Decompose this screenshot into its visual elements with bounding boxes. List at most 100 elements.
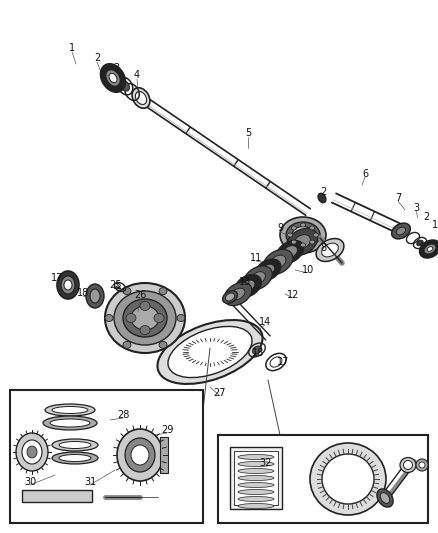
Ellipse shape <box>255 259 281 281</box>
Ellipse shape <box>291 240 297 244</box>
Text: 32: 32 <box>259 458 271 468</box>
Ellipse shape <box>241 280 255 292</box>
Ellipse shape <box>159 288 167 295</box>
Ellipse shape <box>291 226 297 230</box>
Ellipse shape <box>132 88 150 108</box>
Ellipse shape <box>120 81 130 91</box>
Ellipse shape <box>400 457 416 472</box>
Ellipse shape <box>377 489 393 507</box>
Text: 17: 17 <box>51 273 63 283</box>
Ellipse shape <box>131 306 159 330</box>
Ellipse shape <box>270 357 282 367</box>
Ellipse shape <box>50 419 90 427</box>
Ellipse shape <box>238 475 274 481</box>
Ellipse shape <box>135 92 147 104</box>
Ellipse shape <box>16 433 48 471</box>
Ellipse shape <box>293 235 311 249</box>
Ellipse shape <box>131 445 149 465</box>
Ellipse shape <box>27 446 37 458</box>
Ellipse shape <box>223 290 237 303</box>
Ellipse shape <box>310 443 386 515</box>
Ellipse shape <box>105 314 113 321</box>
Text: 17: 17 <box>277 357 289 367</box>
Text: 7: 7 <box>395 193 401 203</box>
Text: 2: 2 <box>320 187 326 197</box>
Ellipse shape <box>261 264 275 276</box>
Ellipse shape <box>244 266 272 290</box>
Ellipse shape <box>105 283 185 353</box>
Ellipse shape <box>52 439 98 451</box>
Text: 5: 5 <box>245 128 251 138</box>
Text: 30: 30 <box>24 477 36 487</box>
Ellipse shape <box>159 341 167 349</box>
Ellipse shape <box>64 280 72 290</box>
Text: 10: 10 <box>302 265 314 275</box>
Ellipse shape <box>52 452 98 464</box>
Ellipse shape <box>59 455 91 462</box>
Ellipse shape <box>106 70 120 86</box>
Ellipse shape <box>286 229 318 256</box>
Ellipse shape <box>419 462 425 468</box>
Bar <box>160 437 168 473</box>
Ellipse shape <box>43 416 97 430</box>
Text: 4: 4 <box>134 70 140 80</box>
Text: 12: 12 <box>287 290 299 300</box>
Text: 6: 6 <box>362 169 368 179</box>
Ellipse shape <box>123 341 131 349</box>
Ellipse shape <box>283 246 297 259</box>
Ellipse shape <box>286 222 320 248</box>
Ellipse shape <box>427 247 433 251</box>
Ellipse shape <box>123 288 131 295</box>
Text: 1: 1 <box>432 220 438 230</box>
Ellipse shape <box>252 346 261 354</box>
Text: 27: 27 <box>214 388 226 398</box>
Ellipse shape <box>238 504 274 508</box>
Text: 25: 25 <box>109 280 121 290</box>
Bar <box>10 390 203 523</box>
Bar <box>234 451 278 505</box>
Ellipse shape <box>403 461 413 470</box>
Ellipse shape <box>416 459 428 471</box>
Text: 29: 29 <box>161 425 173 435</box>
Ellipse shape <box>45 404 95 416</box>
Text: 2: 2 <box>94 53 100 63</box>
Text: 8: 8 <box>320 243 326 253</box>
Ellipse shape <box>231 288 245 300</box>
Text: 1: 1 <box>69 43 75 53</box>
Text: 28: 28 <box>117 410 129 420</box>
Ellipse shape <box>417 240 423 246</box>
Ellipse shape <box>226 293 235 301</box>
Text: 11: 11 <box>250 253 262 263</box>
Ellipse shape <box>238 482 274 488</box>
Ellipse shape <box>276 240 304 264</box>
Ellipse shape <box>310 226 314 230</box>
Text: 14: 14 <box>259 317 271 327</box>
Ellipse shape <box>238 462 274 466</box>
Ellipse shape <box>154 313 164 322</box>
Bar <box>22 490 92 502</box>
Ellipse shape <box>177 314 185 321</box>
Ellipse shape <box>61 276 75 294</box>
Ellipse shape <box>420 240 438 258</box>
Ellipse shape <box>238 455 274 459</box>
Ellipse shape <box>57 271 79 299</box>
Ellipse shape <box>168 326 252 377</box>
Ellipse shape <box>126 313 136 322</box>
Text: 2: 2 <box>423 212 429 222</box>
Ellipse shape <box>86 284 104 308</box>
Ellipse shape <box>22 440 42 464</box>
Ellipse shape <box>263 249 293 274</box>
Ellipse shape <box>322 454 374 504</box>
Ellipse shape <box>300 243 305 247</box>
Ellipse shape <box>114 291 176 345</box>
Text: 9: 9 <box>277 223 283 233</box>
Ellipse shape <box>158 320 262 384</box>
Ellipse shape <box>318 193 326 203</box>
Ellipse shape <box>270 255 286 269</box>
Ellipse shape <box>310 240 314 244</box>
Ellipse shape <box>251 272 265 284</box>
Ellipse shape <box>140 326 150 335</box>
Ellipse shape <box>235 274 261 297</box>
Ellipse shape <box>392 223 410 239</box>
Bar <box>218 435 428 523</box>
